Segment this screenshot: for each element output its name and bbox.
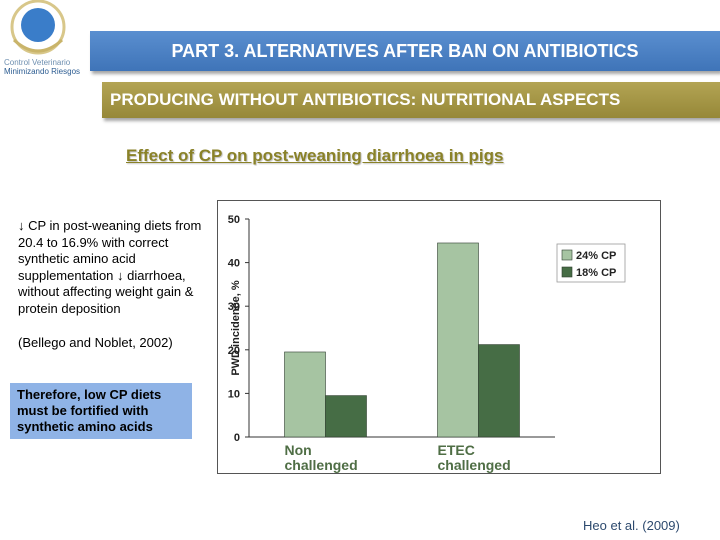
note-text: Therefore, low CP diets must be fortifie… [17, 387, 162, 434]
category-label: challenged [285, 457, 358, 473]
chart-title: Effect of CP on post-weaning diarrhoea i… [126, 146, 504, 165]
section-title-banner: PRODUCING WITHOUT ANTIBIOTICS: NUTRITION… [102, 82, 720, 118]
part-title: PART 3. ALTERNATIVES AFTER BAN ON ANTIBI… [171, 40, 639, 61]
bullet-text: ↓ CP in post-weaning diets from 20.4 to … [18, 218, 202, 316]
y-axis-label: PWD incidence, % [230, 280, 242, 376]
bar-cp24 [284, 351, 326, 438]
legend-label: 18% CP [576, 267, 616, 279]
bar-cp18 [478, 344, 520, 438]
y-tick-label: 10 [228, 388, 240, 400]
y-tick-label: 0 [234, 432, 240, 444]
source-citation: Heo et al. (2009) [583, 518, 680, 533]
part-title-banner: PART 3. ALTERNATIVES AFTER BAN ON ANTIBI… [90, 31, 720, 71]
section-title: PRODUCING WITHOUT ANTIBIOTICS: NUTRITION… [110, 90, 621, 109]
logo [10, 0, 66, 55]
logo-line2: Minimizando Riesgos [4, 67, 81, 76]
citation: (Bellego and Noblet, 2002) [18, 335, 173, 350]
y-tick-label: 20 [228, 345, 240, 357]
legend-swatch [561, 266, 573, 278]
y-tick-label: 40 [228, 258, 240, 270]
category-label: Non [285, 442, 312, 458]
logo-line1: Control Veterinario [4, 58, 71, 67]
legend-swatch [561, 249, 573, 261]
category-label: challenged [438, 457, 511, 473]
logo-ring-icon [10, 0, 66, 55]
legend-label: 24% CP [576, 250, 616, 262]
category-label: ETEC [438, 442, 475, 458]
note-box: Therefore, low CP diets must be fortifie… [10, 383, 192, 439]
y-tick-label: 30 [228, 301, 240, 313]
bar-cp24 [437, 242, 479, 438]
y-tick-label: 50 [228, 214, 240, 226]
logo-globe-icon [21, 8, 55, 42]
bar-cp18 [325, 395, 367, 438]
